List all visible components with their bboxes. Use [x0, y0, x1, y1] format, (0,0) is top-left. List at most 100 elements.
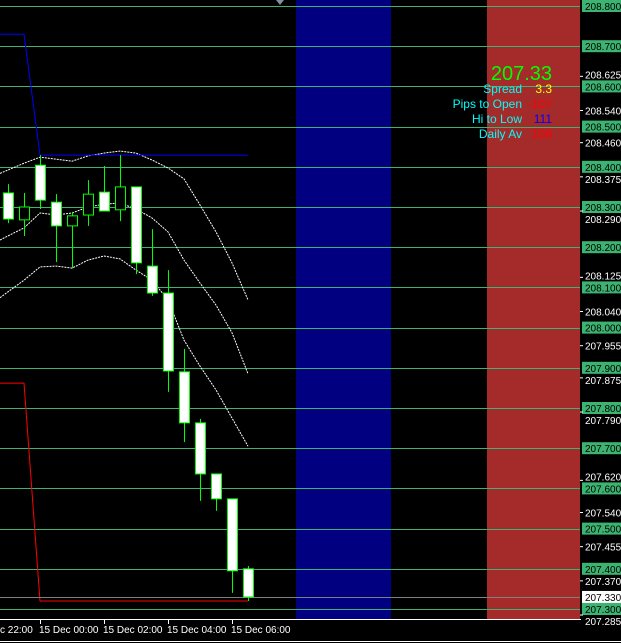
info-value: 111 [534, 112, 553, 126]
price-level-label-box [582, 281, 621, 294]
day-high-line [0, 33, 248, 156]
price-level-label: 207.700 [585, 444, 621, 455]
candle-body [163, 292, 174, 372]
candle-body [99, 191, 110, 212]
candle [115, 155, 126, 222]
candle-body [195, 422, 206, 475]
price-tick-label: 207.620 [585, 472, 621, 483]
grid-levels [0, 6, 580, 610]
price-tick-label: 208.375 [585, 175, 621, 186]
candle-body [67, 215, 78, 227]
candle [147, 229, 158, 296]
candle-body [3, 192, 14, 220]
info-label: Pips to Open [453, 97, 522, 111]
price-level-label-box [582, 0, 621, 12]
price-level-label: 208.500 [585, 123, 621, 134]
candle [19, 192, 30, 236]
info-panel: 207.33 Spread 3.3 Pips to Open -107 Hi to Lo… [453, 63, 553, 141]
price-tick-label: 208.625 [585, 70, 621, 81]
candle [99, 165, 110, 212]
price-level-label: 207.300 [585, 605, 621, 616]
time-tick-label: 15 Dec 04:00 [167, 625, 227, 636]
price-tick-label: 208.040 [585, 308, 621, 319]
candle-body [179, 371, 190, 424]
price-level-label-box [582, 321, 621, 334]
price-tick-label: 207.540 [585, 509, 621, 520]
time-tick-label: 15 Dec 02:00 [103, 625, 163, 636]
price-level-label: 207.500 [585, 525, 621, 536]
price-tick-label: 208.290 [585, 215, 621, 226]
price-level-label-box [582, 442, 621, 455]
candle-body [83, 193, 94, 216]
price-level-label-box [582, 522, 621, 535]
price-level-label-box [582, 120, 621, 133]
price-level-label: 208.000 [585, 324, 621, 335]
price-tick-label: 208.125 [585, 271, 621, 282]
candle-body [35, 164, 46, 201]
price-level-label-box [582, 201, 621, 213]
chart-shift-marker-icon[interactable] [276, 0, 284, 5]
price-level-label: 208.400 [585, 163, 621, 174]
info-value: 106 [532, 127, 552, 141]
time-tick-label: c 22:00 [0, 625, 33, 636]
candle-body [115, 186, 126, 211]
day-low-line [0, 382, 248, 602]
price-level-label-box [582, 80, 621, 93]
candle [227, 498, 238, 593]
price-tick-label: 207.875 [585, 376, 621, 387]
current-price-label-box [582, 590, 621, 603]
band-upper-line [0, 150, 249, 301]
candle-body [227, 498, 238, 572]
candle-body [131, 186, 142, 264]
time-tick-label: 15 Dec 06:00 [231, 625, 291, 636]
price-level-label: 207.800 [585, 404, 621, 415]
price-level-label-box [582, 402, 621, 414]
price-tick-label: 207.285 [585, 617, 621, 628]
price-level-label: 208.800 [585, 2, 621, 13]
price-level-label: 207.400 [585, 565, 621, 576]
price-level-label-box [582, 482, 621, 495]
price-level-label: 208.100 [585, 283, 621, 294]
price-tick-label: 208.460 [585, 139, 621, 150]
price-level-label: 207.600 [585, 484, 621, 495]
info-value: -107 [528, 97, 552, 111]
candle [35, 155, 46, 210]
candle [67, 211, 78, 269]
session-zone-blue [296, 0, 391, 619]
price-tick-label: 207.955 [585, 342, 621, 353]
time-tick-label: 15 Dec 00:00 [39, 625, 99, 636]
candle-body [51, 201, 62, 227]
info-label: Spread [483, 82, 522, 96]
price-level-label-box [582, 603, 621, 615]
candle [179, 348, 190, 443]
current-price-label: 207.330 [585, 593, 621, 604]
candle [131, 186, 142, 275]
price-level-label: 208.700 [585, 42, 621, 53]
price-level-label-box [582, 40, 621, 53]
candles [3, 155, 254, 601]
candle [163, 270, 174, 392]
price-level-label: 208.600 [585, 82, 621, 93]
price-tick-label: 207.790 [585, 416, 621, 427]
price-level-label: 208.300 [585, 203, 621, 214]
time-axis[interactable]: c 22:00 15 Dec 00:00 15 Dec 02:00 15 Dec 04… [0, 619, 291, 636]
day-high-low-lines [0, 33, 248, 602]
price-tick-label: 207.455 [585, 543, 621, 554]
price-level-label-box [582, 361, 621, 374]
session-zone-red [487, 0, 580, 619]
price-level-label-box [582, 562, 621, 575]
price-level-label-box [582, 160, 621, 173]
candle-body [19, 206, 30, 221]
candle-body [211, 473, 222, 500]
price-level-label: 207.900 [585, 364, 621, 375]
band-lower-line [0, 255, 249, 447]
candle [243, 565, 254, 601]
candle [3, 184, 14, 224]
candle-body [147, 265, 158, 294]
candle [83, 180, 94, 226]
info-label: Hi to Low [472, 112, 522, 126]
price-level-label: 208.200 [585, 243, 621, 254]
candle [211, 473, 222, 511]
